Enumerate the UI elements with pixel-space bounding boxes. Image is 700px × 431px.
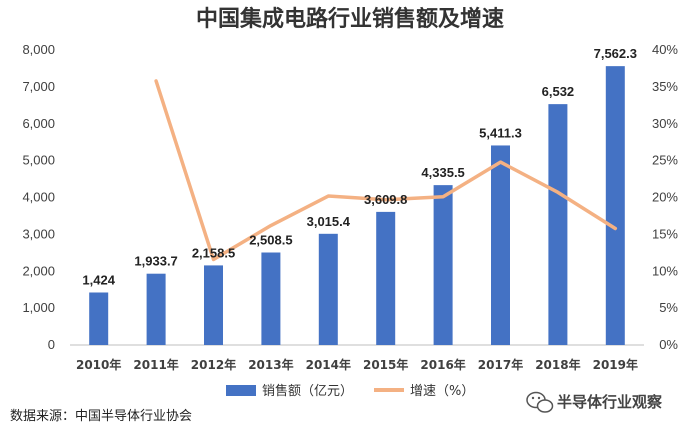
legend-label-sales: 销售额（亿元） xyxy=(262,383,353,399)
y-left-tick-label: 2,000 xyxy=(22,263,55,278)
y-left-tick-label: 1,000 xyxy=(22,300,55,315)
bar xyxy=(376,211,396,345)
bar-value-label: 4,335.5 xyxy=(421,165,464,180)
bar xyxy=(433,185,453,345)
bar-value-label: 6,532 xyxy=(542,84,575,99)
y-left-tick-label: 6,000 xyxy=(22,116,55,131)
y-right-tick-label: 20% xyxy=(652,190,678,205)
y-axis-right: 0% 5% 10% 15% 20% 25% 30% 35% 40% xyxy=(652,42,678,352)
bar xyxy=(89,292,109,345)
data-labels: 1,424 1,933.7 2,158.5 2,508.5 3,015.4 3,609.8… xyxy=(82,46,637,287)
y-left-tick-label: 3,000 xyxy=(22,226,55,241)
y-axis-left: 0 1,000 2,000 3,000 4,000 5,000 6,000 7,000 8,00… xyxy=(22,42,55,352)
wechat-icon xyxy=(526,391,554,413)
y-right-tick-label: 0% xyxy=(659,337,678,352)
chart-title: 中国集成电路行业销售额及增速 xyxy=(196,6,504,32)
bar xyxy=(318,233,338,345)
y-right-tick-label: 40% xyxy=(652,42,678,57)
legend-bar-swatch xyxy=(226,385,256,396)
bar xyxy=(261,252,281,345)
y-left-tick-label: 8,000 xyxy=(22,42,55,57)
x-tick-label: 2019年 xyxy=(593,357,638,372)
bar-value-label: 1,424 xyxy=(82,272,115,287)
source-note: 数据来源：中国半导体行业协会 xyxy=(10,409,192,424)
x-tick-label: 2013年 xyxy=(248,357,293,372)
y-right-tick-label: 30% xyxy=(652,116,678,131)
bar xyxy=(548,104,568,345)
y-right-tick-label: 10% xyxy=(652,263,678,278)
bar-series xyxy=(89,66,625,345)
y-right-tick-label: 5% xyxy=(659,300,678,315)
x-tick-label: 2014年 xyxy=(306,357,351,372)
legend-label-growth: 增速（%） xyxy=(410,384,474,399)
bar-value-label: 2,508.5 xyxy=(249,232,292,247)
y-right-tick-label: 15% xyxy=(652,226,678,241)
y-left-tick-label: 7,000 xyxy=(22,79,55,94)
x-tick-label: 2012年 xyxy=(191,357,236,372)
bar-value-label: 7,562.3 xyxy=(594,46,637,61)
x-tick-label: 2010年 xyxy=(76,357,121,372)
x-tick-label: 2015年 xyxy=(363,357,408,372)
y-left-tick-label: 0 xyxy=(48,337,55,352)
bar-value-label: 1,933.7 xyxy=(134,254,177,269)
x-tick-label: 2017年 xyxy=(478,357,523,372)
legend: 销售额（亿元） 增速（%） xyxy=(226,383,474,399)
bar xyxy=(204,265,223,345)
bar xyxy=(491,145,510,345)
bar xyxy=(146,273,166,345)
line-series xyxy=(154,79,618,262)
bar-value-label: 5,411.3 xyxy=(479,125,522,140)
watermark: 半导体行业观察 xyxy=(526,391,663,413)
watermark-text: 半导体行业观察 xyxy=(557,393,663,411)
bar-value-label: 3,609.8 xyxy=(364,192,407,207)
x-tick-label: 2018年 xyxy=(535,357,580,372)
y-left-tick-label: 4,000 xyxy=(22,190,55,205)
bar xyxy=(605,66,625,345)
y-right-tick-label: 25% xyxy=(652,153,678,168)
x-tick-label: 2011年 xyxy=(133,357,178,372)
x-axis: 2010年 2011年 2012年 2013年 2014年 2015年 2016年 2017年… xyxy=(76,357,638,372)
x-tick-label: 2016年 xyxy=(420,357,465,372)
bar-value-label: 3,015.4 xyxy=(307,214,351,229)
bar-value-label: 2,158.5 xyxy=(192,245,235,260)
y-left-tick-label: 5,000 xyxy=(22,153,55,168)
y-right-tick-label: 35% xyxy=(652,79,678,94)
